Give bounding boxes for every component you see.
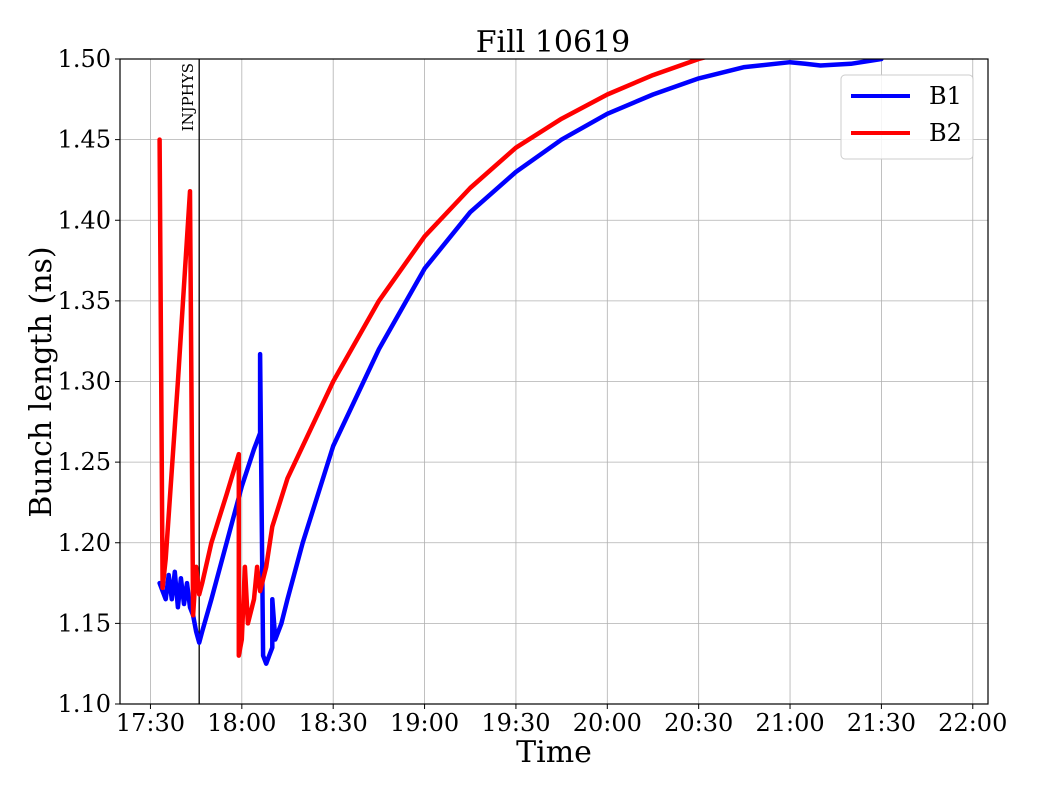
x-tick-label: 20:00 [573, 709, 642, 737]
y-tick-label: 1.20 [58, 529, 111, 557]
y-axis-title: Bunch length (ns) [24, 246, 59, 517]
x-tick-label: 18:00 [207, 709, 276, 737]
y-axis: 1.10 1.15 1.20 1.25 1.30 1.35 1.40 1.45 1.50 [58, 45, 120, 718]
x-axis-title: Time [516, 735, 592, 770]
legend-label-b1: B1 [929, 82, 962, 110]
x-tick-label: 17:30 [116, 709, 185, 737]
x-tick-label: 21:30 [847, 709, 916, 737]
series-line-b2 [157, 59, 708, 658]
y-tick-label: 1.50 [58, 45, 111, 73]
y-tick-label: 1.25 [58, 448, 111, 476]
x-tick-label: 18:30 [299, 709, 368, 737]
x-tick-label: 21:00 [755, 709, 824, 737]
x-tick-label: 22:00 [938, 709, 1007, 737]
y-tick-label: 1.45 [58, 126, 111, 154]
x-tick-label: 19:00 [390, 709, 459, 737]
y-tick-label: 1.15 [58, 609, 111, 637]
y-tick-label: 1.40 [58, 206, 111, 234]
y-tick-label: 1.10 [58, 690, 111, 718]
x-axis: 17:30 18:00 18:30 19:00 19:30 20:00 20:30 21:00… [116, 704, 1007, 737]
legend-label-b2: B2 [929, 119, 962, 147]
legend: B1 B2 [840, 74, 974, 160]
x-tick-label: 20:30 [664, 709, 733, 737]
chart-title: Fill 10619 [476, 25, 631, 60]
x-tick-label: 19:30 [481, 709, 550, 737]
injphys-marker-label: INJPHYS [179, 63, 197, 131]
series-layer [157, 59, 884, 666]
y-tick-label: 1.35 [58, 287, 111, 315]
y-tick-label: 1.30 [58, 368, 111, 396]
series-line-b1 [157, 59, 884, 666]
